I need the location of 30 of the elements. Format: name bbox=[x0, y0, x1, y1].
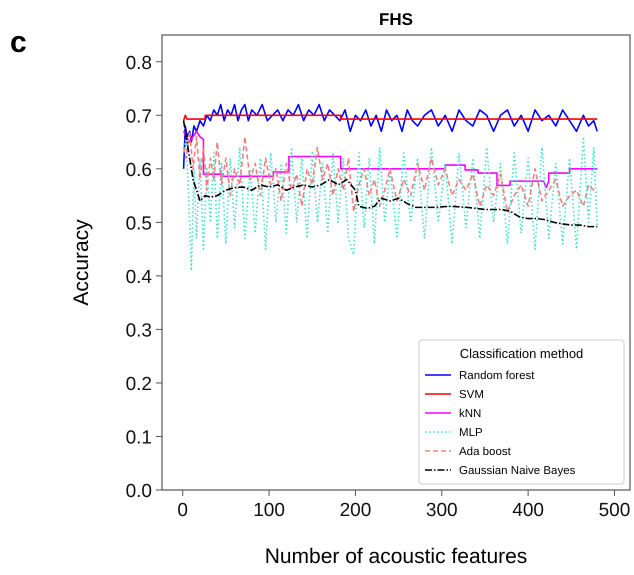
chart-title: FHS bbox=[379, 10, 413, 29]
y-tick-label: 0.8 bbox=[126, 52, 152, 74]
legend-title: Classification method bbox=[460, 346, 584, 361]
line-series bbox=[182, 136, 598, 272]
x-tick-label: 200 bbox=[340, 500, 372, 521]
line-series bbox=[182, 120, 598, 228]
legend-label: Ada boost bbox=[459, 446, 512, 458]
y-tick-label: 0.3 bbox=[126, 320, 152, 342]
y-tick-label: 0.6 bbox=[126, 160, 152, 181]
y-tick-label: 0.1 bbox=[126, 427, 152, 448]
line-series bbox=[182, 104, 598, 170]
y-tick-label: 0.2 bbox=[126, 374, 152, 395]
x-axis-title: Number of acoustic features bbox=[264, 545, 528, 568]
legend-label: Gaussian Naive Bayes bbox=[459, 465, 576, 477]
y-tick-label: 0.4 bbox=[126, 266, 152, 288]
legend-label: MLP bbox=[459, 427, 483, 439]
x-tick-label: 0 bbox=[177, 500, 188, 521]
legend-label: Random forest bbox=[459, 370, 536, 382]
legend-label: SVM bbox=[459, 389, 484, 401]
y-tick-label: 0.7 bbox=[126, 106, 152, 128]
legend-label: kNN bbox=[459, 408, 482, 420]
x-tick-label: 300 bbox=[426, 500, 458, 521]
y-tick-label: 0.0 bbox=[126, 481, 152, 502]
text: c bbox=[10, 26, 27, 59]
y-axis-title: Accuracy bbox=[70, 218, 93, 306]
y-tick-label: 0.5 bbox=[126, 213, 152, 234]
line-series bbox=[182, 130, 598, 188]
x-tick-label: 400 bbox=[512, 500, 544, 521]
x-tick-label: 100 bbox=[253, 500, 285, 521]
x-tick-label: 500 bbox=[598, 500, 630, 521]
